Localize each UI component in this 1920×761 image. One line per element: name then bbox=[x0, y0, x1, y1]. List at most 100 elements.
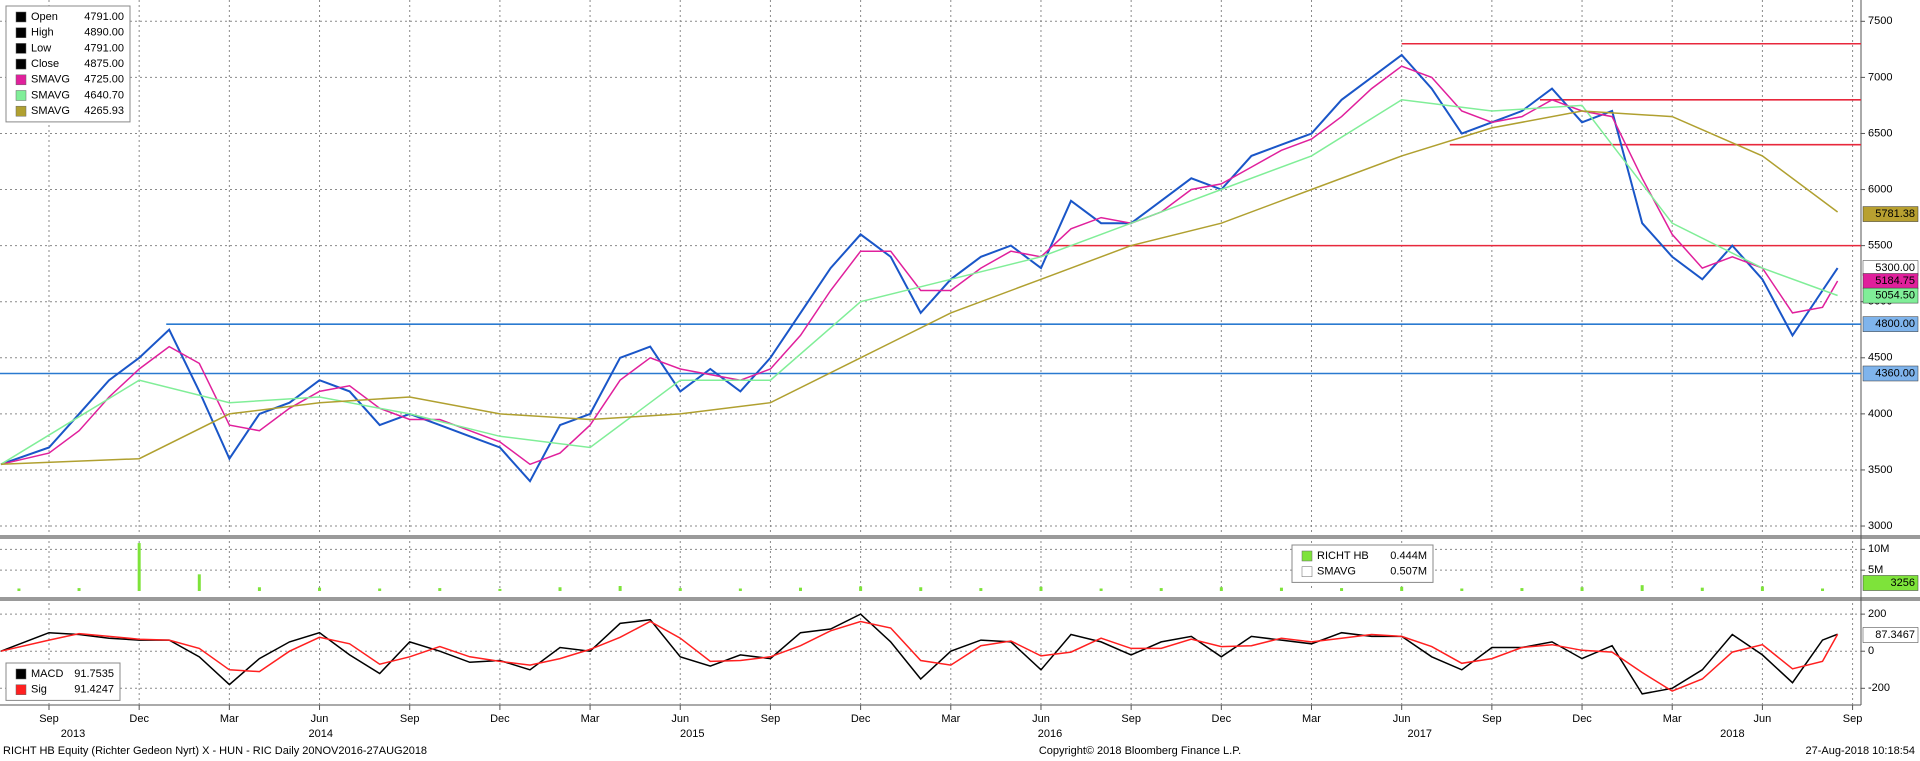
year-label: 2016 bbox=[1038, 728, 1062, 740]
series-line bbox=[0, 65, 1839, 466]
legend-value: 4791.00 bbox=[84, 11, 124, 23]
legend-value: 4890.00 bbox=[84, 27, 124, 39]
legend-swatch bbox=[15, 27, 27, 38]
legend-value: 91.4247 bbox=[74, 684, 114, 696]
footer-left: RICHT HB Equity (Richter Gedeon Nyrt) X … bbox=[3, 745, 427, 757]
y-tick-label: 4000 bbox=[1868, 408, 1892, 420]
value-badge bbox=[1862, 365, 1919, 382]
volume-bar bbox=[257, 587, 261, 591]
x-tick-label: Mar bbox=[1663, 713, 1682, 725]
legend-label: SMAVG bbox=[31, 74, 70, 86]
legend: RICHT HB 0.444M SMAVG 0.507M bbox=[1291, 544, 1434, 583]
volume-bar bbox=[558, 587, 562, 591]
legend-swatch bbox=[15, 668, 27, 680]
legend-value: 4265.93 bbox=[84, 105, 124, 117]
x-tick-label: Dec bbox=[1212, 713, 1232, 725]
series-line bbox=[0, 613, 1838, 695]
legend-label: Open bbox=[31, 11, 58, 23]
panel-separator bbox=[0, 535, 1920, 539]
panel-separator bbox=[0, 597, 1920, 601]
y-tick-label: 0 bbox=[1868, 645, 1874, 657]
x-tick-label: Jun bbox=[1393, 713, 1411, 725]
y-tick-label: -200 bbox=[1868, 682, 1890, 694]
legend-swatch bbox=[15, 43, 27, 54]
volume-bar bbox=[1400, 586, 1404, 591]
legend-label: High bbox=[31, 27, 54, 39]
series-line bbox=[0, 53, 1839, 483]
value-badge bbox=[1862, 627, 1919, 643]
y-tick-label: 3500 bbox=[1868, 464, 1892, 476]
legend-box bbox=[5, 5, 131, 123]
legend-label: MACD bbox=[31, 668, 63, 680]
volume-bar bbox=[378, 588, 382, 591]
volume-bar bbox=[137, 543, 141, 591]
legend-swatch bbox=[15, 74, 27, 86]
x-tick-label: Dec bbox=[1572, 713, 1592, 725]
y-tick-label: 4500 bbox=[1868, 352, 1892, 364]
value-badge bbox=[1862, 316, 1919, 332]
value-badge-label: 5054.50 bbox=[1875, 290, 1915, 302]
value-badge bbox=[1862, 206, 1919, 222]
legend-value: 91.7535 bbox=[74, 668, 114, 680]
volume-bar bbox=[1159, 588, 1163, 591]
legend-swatch bbox=[15, 684, 27, 695]
year-label: 2013 bbox=[61, 728, 85, 740]
volume-bar bbox=[919, 587, 923, 591]
x-tick-label: Dec bbox=[490, 713, 510, 725]
x-tick-label: Sep bbox=[1843, 713, 1863, 725]
x-tick-label: Dec bbox=[851, 713, 871, 725]
series-line bbox=[0, 620, 1839, 692]
legend-swatch bbox=[1301, 566, 1313, 577]
volume-bar bbox=[77, 588, 81, 591]
volume-bar bbox=[1821, 588, 1825, 591]
x-tick-label: Mar bbox=[220, 713, 239, 725]
legend-value: 4725.00 bbox=[84, 74, 124, 86]
volume-bar bbox=[1640, 585, 1644, 591]
legend-swatch bbox=[1301, 550, 1313, 562]
series-line bbox=[0, 99, 1838, 465]
x-tick-label: Jun bbox=[1032, 713, 1050, 725]
x-tick-label: Mar bbox=[941, 713, 960, 725]
legend-label: SMAVG bbox=[1317, 566, 1356, 578]
value-badge bbox=[1862, 287, 1919, 304]
volume-bar bbox=[318, 587, 322, 591]
volume-bar bbox=[1219, 587, 1223, 591]
volume-bar bbox=[1580, 587, 1584, 591]
x-tick-label: Dec bbox=[129, 713, 149, 725]
y-tick-label: 5500 bbox=[1868, 240, 1892, 252]
volume-bar bbox=[17, 588, 21, 591]
legend-swatch bbox=[15, 90, 27, 101]
x-tick-label: Sep bbox=[1121, 713, 1141, 725]
volume-bar bbox=[1700, 587, 1704, 591]
year-label: 2015 bbox=[680, 728, 704, 740]
volume-bar bbox=[197, 574, 201, 591]
year-label: 2018 bbox=[1720, 728, 1744, 740]
volume-bar bbox=[859, 586, 863, 591]
volume-bar bbox=[618, 586, 622, 591]
volume-bar bbox=[1460, 588, 1464, 591]
footer-right: 27-Aug-2018 10:18:54 bbox=[1806, 745, 1915, 757]
y-tick-label: 3000 bbox=[1868, 520, 1892, 532]
x-tick-label: Jun bbox=[671, 713, 689, 725]
value-badge-label: 5781.38 bbox=[1875, 208, 1915, 220]
value-badge bbox=[1862, 575, 1919, 591]
volume-bar bbox=[1520, 588, 1524, 591]
year-label: 2017 bbox=[1407, 728, 1431, 740]
legend-label: Close bbox=[31, 58, 59, 70]
x-tick-label: Sep bbox=[761, 713, 781, 725]
legend-label: SMAVG bbox=[31, 89, 70, 101]
footer-center: Copyright© 2018 Bloomberg Finance L.P. bbox=[1039, 745, 1241, 757]
legend-label: SMAVG bbox=[31, 105, 70, 117]
volume-bar bbox=[438, 588, 442, 591]
volume-bar bbox=[1039, 586, 1043, 591]
volume-bar bbox=[1760, 586, 1764, 591]
y-tick-label: 200 bbox=[1868, 608, 1886, 620]
legend: Open 4791.00 High 4890.00 Low 4791.00 Close 487… bbox=[5, 5, 131, 123]
value-badge-label: 87.3467 bbox=[1875, 629, 1915, 641]
legend-value: 4791.00 bbox=[84, 42, 124, 54]
year-label: 2014 bbox=[308, 728, 332, 740]
volume-bar bbox=[1099, 588, 1103, 591]
volume-bar bbox=[979, 588, 983, 591]
volume-bar bbox=[798, 587, 802, 591]
